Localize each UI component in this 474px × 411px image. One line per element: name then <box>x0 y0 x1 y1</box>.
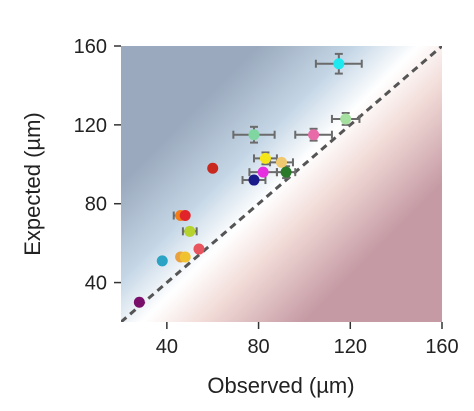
y-axis: 40 80 120 160 <box>74 36 121 295</box>
data-point <box>257 166 269 178</box>
data-point <box>156 255 168 267</box>
y-tick-label: 160 <box>74 36 107 58</box>
data-point <box>207 162 219 174</box>
x-tick-label: 120 <box>334 336 367 358</box>
data-point <box>333 58 345 70</box>
x-axis: 40 80 120 160 <box>156 322 459 358</box>
x-tick-label: 80 <box>247 336 269 358</box>
data-point <box>280 166 292 178</box>
x-tick-label: 160 <box>425 336 458 358</box>
data-point <box>276 156 287 168</box>
data-point-layer <box>133 58 352 308</box>
x-tick-label: 40 <box>156 336 178 358</box>
data-point <box>248 174 260 186</box>
data-point <box>184 225 196 237</box>
reference-line-layer <box>121 46 442 322</box>
y-tick-label: 80 <box>85 194 107 216</box>
data-point <box>179 251 191 263</box>
data-point <box>248 129 260 141</box>
y-axis-label: Expected (µm) <box>20 112 45 256</box>
y-tick-label: 120 <box>74 115 107 137</box>
data-point <box>179 210 191 222</box>
reference-line <box>121 46 442 322</box>
data-point <box>308 129 320 141</box>
data-point <box>193 243 205 255</box>
data-point <box>259 152 271 164</box>
y-tick-label: 40 <box>85 273 107 295</box>
data-point <box>133 296 145 308</box>
data-point <box>340 113 352 125</box>
x-axis-label: Observed (µm) <box>207 373 354 398</box>
